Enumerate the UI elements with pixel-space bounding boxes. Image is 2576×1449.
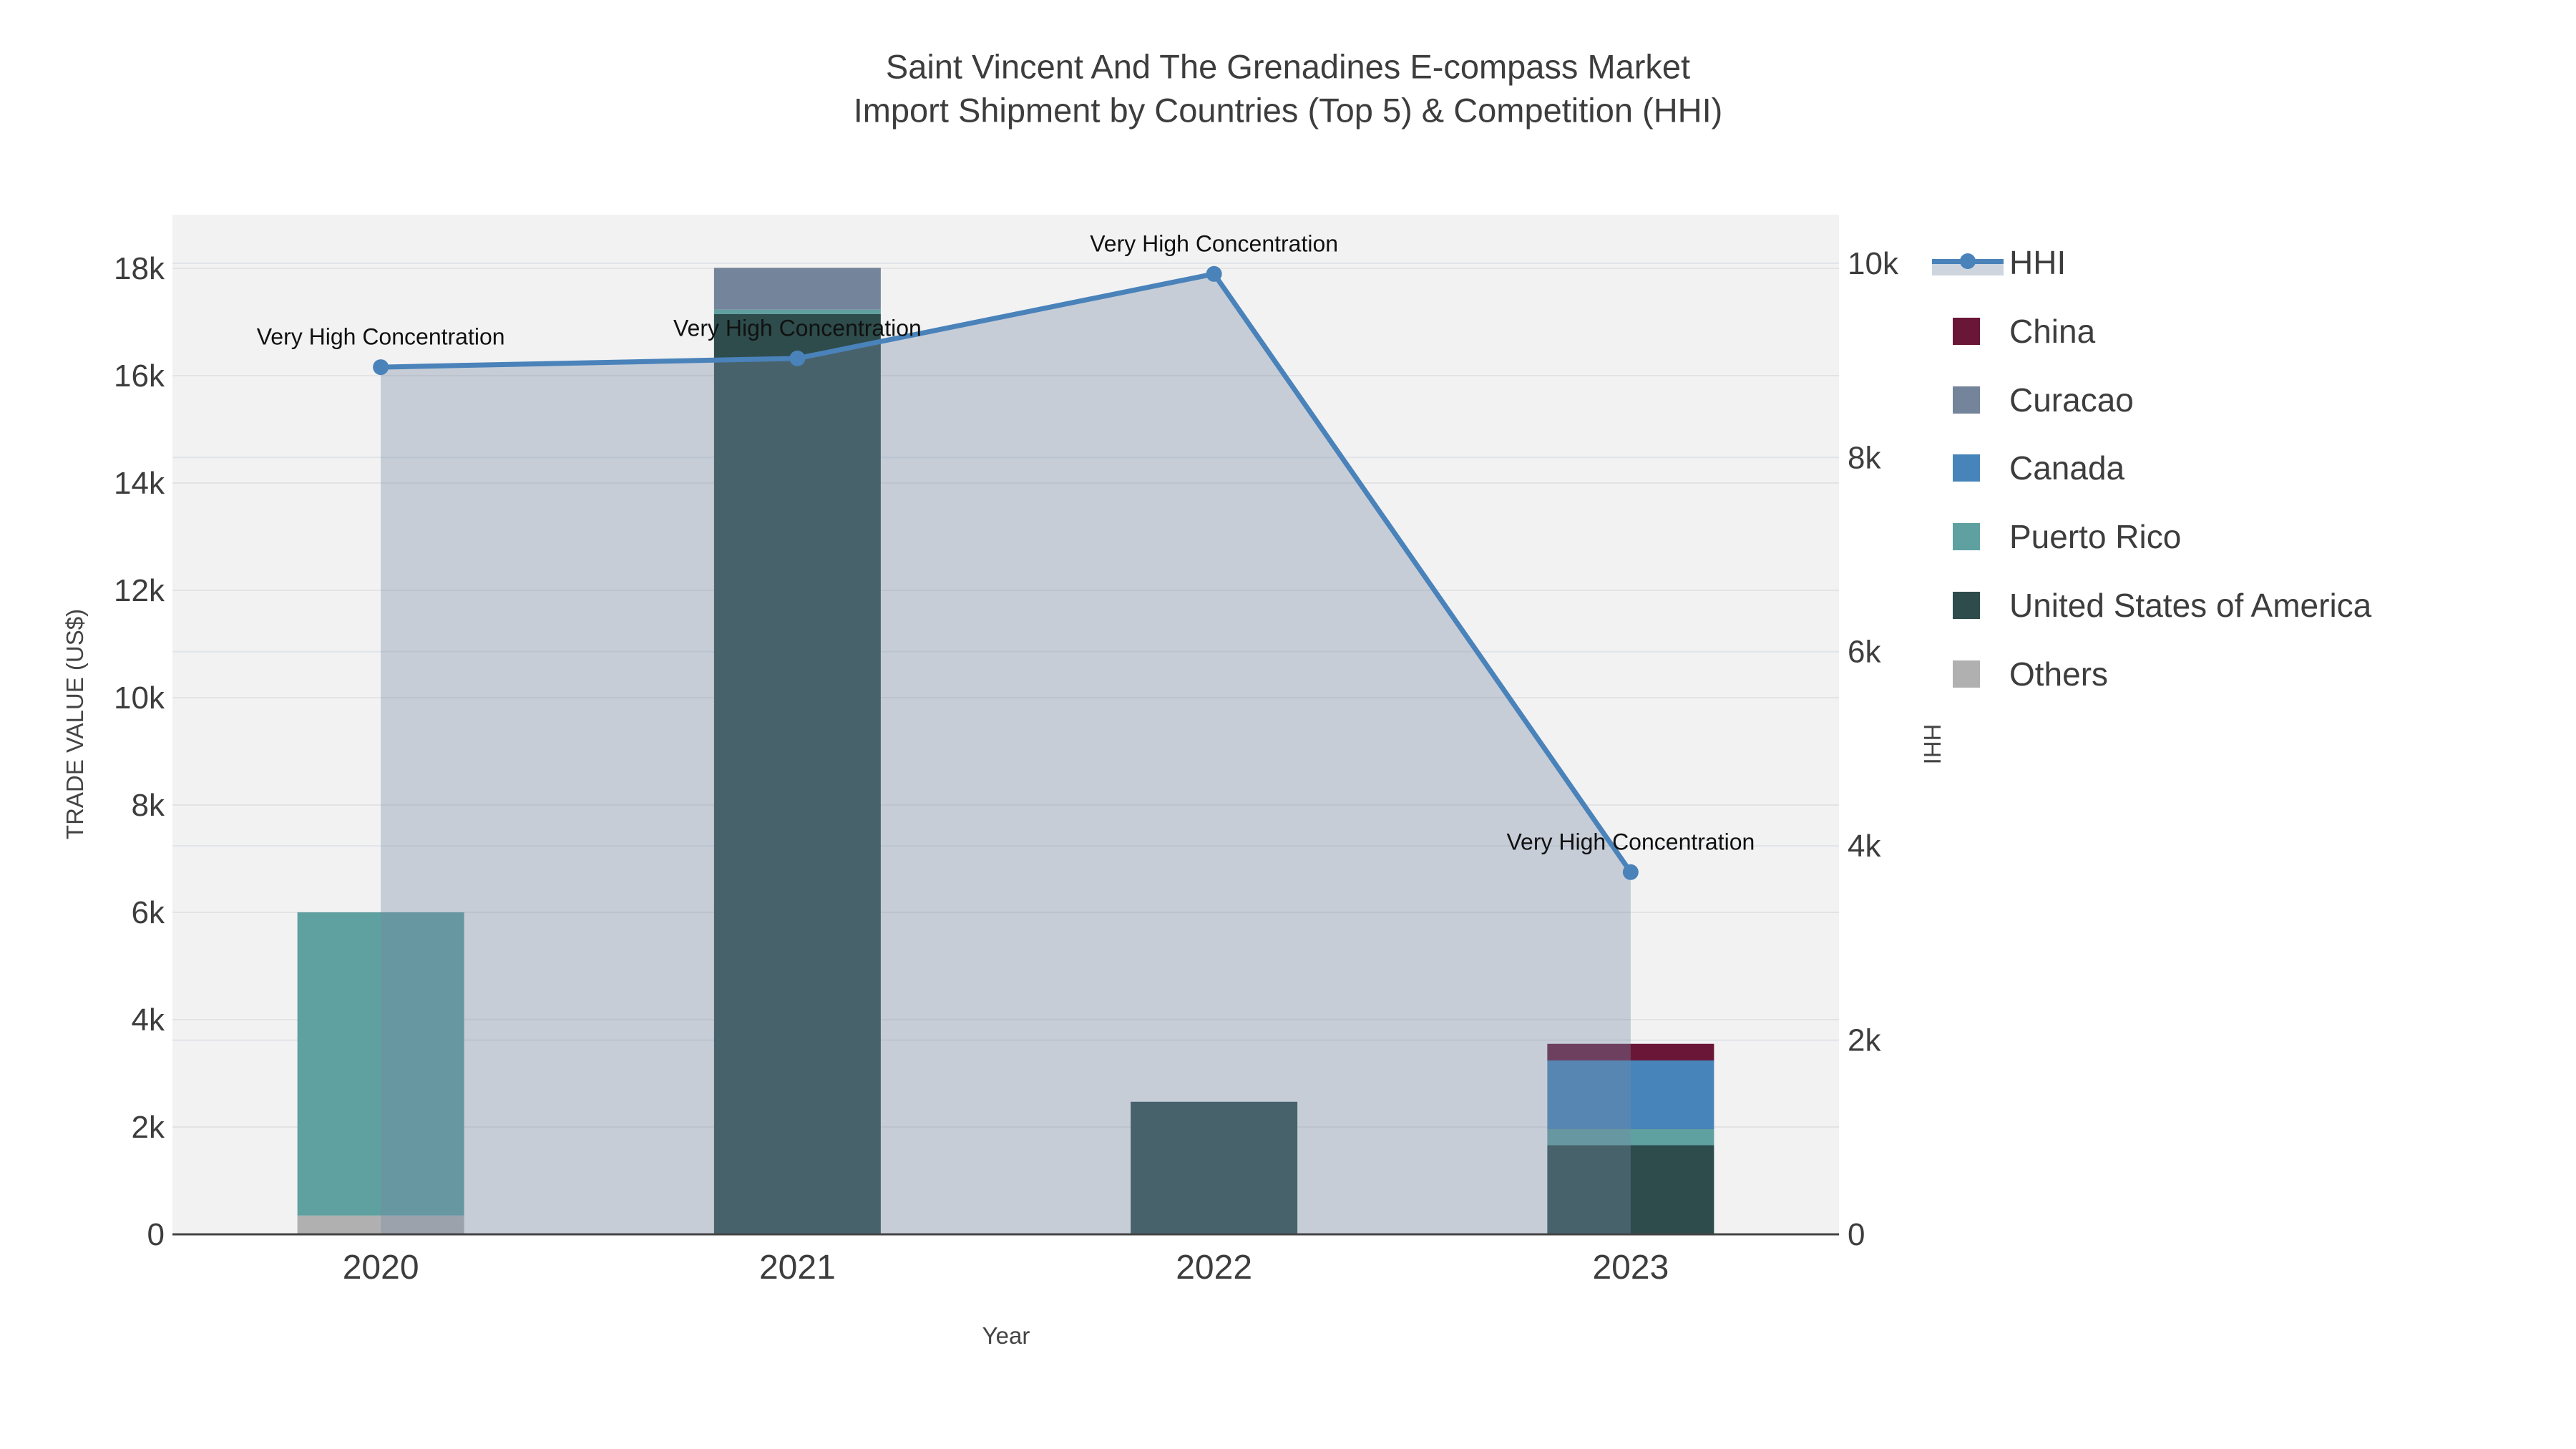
y-right-tick: 4k bbox=[1848, 829, 1881, 864]
y-right-tick: 2k bbox=[1848, 1023, 1881, 1058]
hhi-marker-2022[interactable] bbox=[1206, 265, 1222, 282]
hhi-marker-2021[interactable] bbox=[789, 350, 806, 366]
legend-label: HHI bbox=[2009, 244, 2067, 281]
bar-segment-others-2020[interactable] bbox=[297, 1215, 464, 1234]
y-left-tick: 4k bbox=[132, 1002, 165, 1038]
legend-label: Curacao bbox=[2009, 381, 2134, 419]
annotation-2023: Very High Concentration bbox=[1506, 829, 1755, 855]
y-left-tick: 2k bbox=[132, 1110, 165, 1145]
legend-label: China bbox=[2009, 312, 2096, 350]
y-left-tick: 0 bbox=[147, 1217, 165, 1252]
x-tick-2022: 2022 bbox=[1176, 1249, 1252, 1287]
bar-segment-united-states-of-america-2023[interactable] bbox=[1547, 1145, 1714, 1235]
hhi-line[interactable] bbox=[381, 271, 1633, 874]
y-left-tick: 6k bbox=[132, 895, 165, 930]
bar-segment-united-states-of-america-2022[interactable] bbox=[1131, 1101, 1298, 1234]
legend-label: Canada bbox=[2009, 449, 2125, 487]
hhi-area-fill bbox=[381, 273, 1631, 1235]
y-axis-right-title: HHI bbox=[1919, 723, 1946, 765]
legend-swatch-icon bbox=[1953, 454, 1980, 482]
y-right-tick: 0 bbox=[1848, 1217, 1865, 1252]
legend-swatch-icon bbox=[1953, 592, 1980, 619]
annotation-2020: Very High Concentration bbox=[256, 323, 505, 350]
y-right-tick: 8k bbox=[1848, 440, 1881, 475]
legend-label: United States of America bbox=[2009, 587, 2372, 624]
y-left-tick: 10k bbox=[114, 680, 165, 716]
bar-segment-puerto-rico-2021[interactable] bbox=[713, 309, 881, 314]
bar-segment-curacao-2021[interactable] bbox=[713, 268, 881, 310]
bar-segment-puerto-rico-2023[interactable] bbox=[1547, 1129, 1714, 1146]
legend-item-puerto-rico[interactable]: Puerto Rico bbox=[1932, 517, 2181, 556]
legend-swatch-icon bbox=[1953, 317, 1980, 345]
y-left-tick: 16k bbox=[114, 358, 165, 394]
legend-item-others[interactable]: Others bbox=[1932, 655, 2108, 693]
hhi-line-icon bbox=[1932, 248, 2004, 277]
x-tick-2021: 2021 bbox=[759, 1249, 836, 1287]
annotation-2021: Very High Concentration bbox=[673, 315, 922, 341]
x-tick-2023: 2023 bbox=[1592, 1249, 1669, 1287]
y-right-tick: 10k bbox=[1848, 246, 1899, 281]
bar-segment-puerto-rico-2020[interactable] bbox=[297, 912, 464, 1216]
legend-swatch-icon bbox=[1953, 523, 1980, 551]
bar-segment-canada-2023[interactable] bbox=[1547, 1060, 1714, 1129]
legend-label: Others bbox=[2009, 655, 2109, 693]
x-tick-2020: 2020 bbox=[343, 1249, 419, 1287]
y-left-tick: 18k bbox=[114, 251, 165, 286]
bar-segment-china-2023[interactable] bbox=[1547, 1043, 1714, 1060]
y-right-tick: 6k bbox=[1848, 635, 1881, 670]
legend-item-china[interactable]: China bbox=[1932, 312, 2095, 351]
legend-item-canada[interactable]: Canada bbox=[1932, 449, 2124, 487]
chart-title-line2: Import Shipment by Countries (Top 5) & C… bbox=[853, 91, 1723, 130]
legend-label: Puerto Rico bbox=[2009, 518, 2182, 556]
legend-swatch-icon bbox=[1953, 386, 1980, 414]
hhi-marker-2023[interactable] bbox=[1622, 864, 1639, 880]
legend-item-curacao[interactable]: Curacao bbox=[1932, 381, 2134, 419]
y-axis-left-title: TRADE VALUE (US$) bbox=[62, 608, 88, 840]
chart-title-line1: Saint Vincent And The Grenadines E-compa… bbox=[885, 47, 1691, 86]
y-left-tick: 14k bbox=[114, 466, 165, 501]
legend-item-united-states-of-america[interactable]: United States of America bbox=[1932, 586, 2371, 625]
y-left-tick: 12k bbox=[114, 573, 165, 608]
bar-segment-united-states-of-america-2021[interactable] bbox=[713, 313, 881, 1234]
hhi-marker-2020[interactable] bbox=[373, 359, 389, 376]
y-left-tick: 8k bbox=[132, 788, 165, 823]
annotation-2022: Very High Concentration bbox=[1090, 230, 1339, 257]
legend-item-hhi[interactable]: HHI bbox=[1932, 243, 2066, 282]
legend-swatch-icon bbox=[1953, 660, 1980, 688]
x-axis-title: Year bbox=[982, 1322, 1030, 1349]
